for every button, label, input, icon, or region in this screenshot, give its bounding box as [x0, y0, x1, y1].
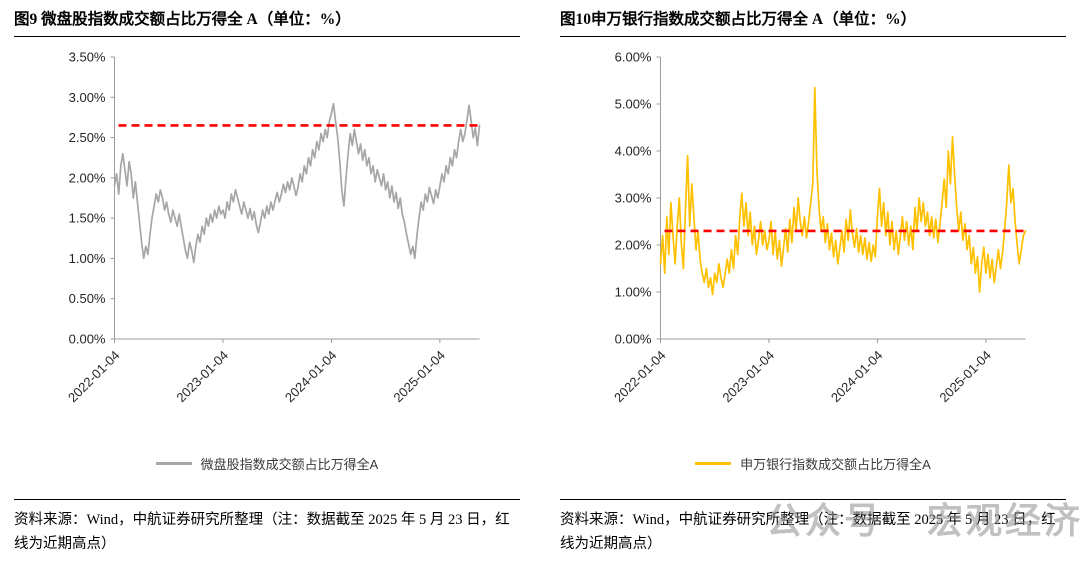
y-tick-label: 4.00%	[615, 144, 652, 159]
y-tick-label: 3.00%	[69, 90, 106, 105]
y-tick-label: 3.50%	[69, 50, 106, 65]
x-tick-label: 2023-01-04	[719, 348, 777, 406]
source-divider	[14, 499, 520, 500]
source-note: 资料来源：Wind，中航证券研究所整理（注：数据截至 2025 年 5 月 23…	[560, 512, 1056, 553]
y-tick-label: 5.00%	[615, 97, 652, 112]
y-tick-label: 1.50%	[69, 211, 106, 226]
legend-label: 微盘股指数成交额占比万得全A	[200, 456, 379, 472]
chart-title: 图10申万银行指数成交额占比万得全 A（单位：%）	[560, 11, 917, 28]
source-divider	[560, 499, 1066, 500]
x-tick-label: 2025-01-04	[390, 348, 448, 406]
spacer	[560, 477, 1066, 499]
y-tick-label: 6.00%	[615, 50, 652, 65]
figure-panel-right: 图10申万银行指数成交额占比万得全 A（单位：%） 0.00% 1.00% 2.00…	[560, 6, 1066, 557]
chart-title: 图9 微盘股指数成交额占比万得全 A（单位：%）	[14, 11, 351, 28]
spacer	[14, 477, 520, 499]
y-tick-label: 2.50%	[69, 130, 106, 145]
x-tick-label: 2024-01-04	[282, 348, 340, 406]
y-tick-label: 1.00%	[69, 251, 106, 266]
legend: 微盘股指数成交额占比万得全A	[14, 449, 520, 477]
x-tick-label: 2022-01-04	[65, 348, 123, 406]
source-note: 资料来源：Wind，中航证券研究所整理（注：数据截至 2025 年 5 月 23…	[14, 512, 510, 553]
title-divider	[14, 36, 520, 37]
y-tick-label: 2.00%	[69, 170, 106, 185]
y-tick-label: 0.50%	[69, 291, 106, 306]
line-chart-canvas: 0.00% 1.00% 2.00% 3.00% 4.00% 5.00% 6.00% 2022-…	[611, 50, 1027, 406]
series-line	[113, 102, 481, 264]
title-divider	[560, 36, 1066, 37]
line-chart-canvas: 0.00% 0.50% 1.00% 1.50% 2.00% 2.50% 3.00% 3.50%…	[65, 50, 481, 406]
x-tick-label: 2024-01-04	[828, 348, 886, 406]
y-tick-label: 3.00%	[615, 191, 652, 206]
y-tick-label: 0.00%	[69, 332, 106, 347]
y-tick-label: 0.00%	[615, 332, 652, 347]
x-tick-label: 2023-01-04	[173, 348, 231, 406]
y-tick-label: 1.00%	[615, 285, 652, 300]
legend-line-swatch	[155, 461, 192, 465]
x-tick-label: 2025-01-04	[936, 348, 994, 406]
x-tick-label: 2022-01-04	[611, 348, 669, 406]
series-line	[659, 86, 1027, 296]
legend-label: 申万银行指数成交额占比万得全A	[740, 456, 931, 472]
figure-panel-left: 图9 微盘股指数成交额占比万得全 A（单位：%） 0.00% 0.50% 1.00%…	[14, 6, 520, 557]
legend: 申万银行指数成交额占比万得全A	[560, 449, 1066, 477]
y-tick-label: 2.00%	[615, 238, 652, 253]
legend-line-swatch	[695, 461, 732, 465]
